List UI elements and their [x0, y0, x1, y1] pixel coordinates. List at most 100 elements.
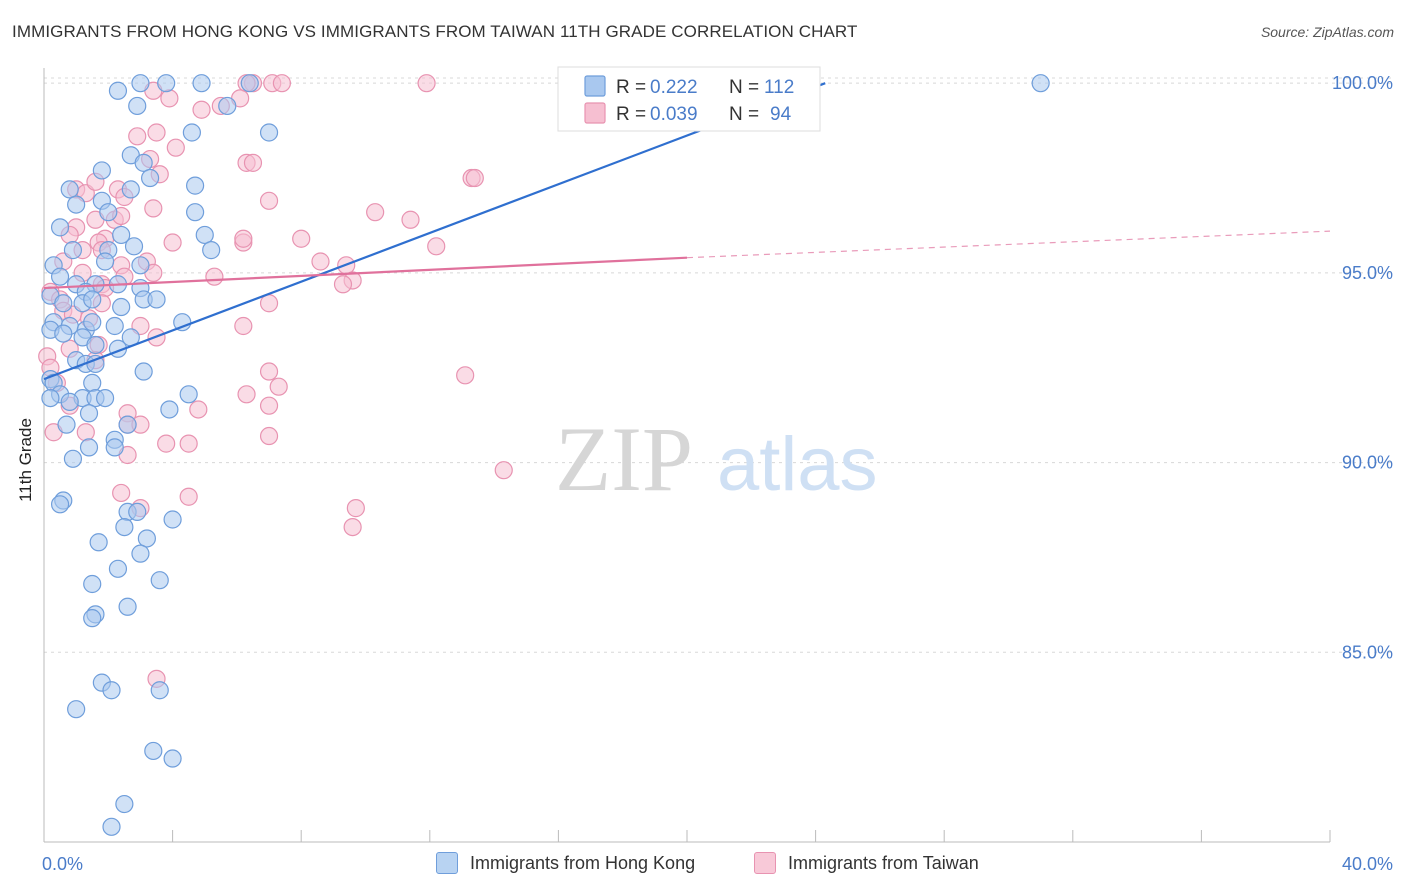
data-point-taiwan [343, 517, 362, 537]
data-point-hongkong [115, 794, 134, 814]
data-point-hongkong [195, 225, 214, 245]
data-point-taiwan [494, 461, 513, 480]
data-point-hongkong [202, 241, 221, 260]
data-point-taiwan [259, 396, 279, 415]
x-tick-label: 40.0% [1342, 854, 1393, 874]
stats-r-value: 0.222 [650, 77, 698, 98]
data-point-taiwan [237, 385, 256, 404]
axes [43, 68, 1331, 843]
data-point-taiwan [333, 275, 353, 294]
data-point-taiwan [179, 434, 198, 453]
data-point-hongkong [83, 574, 102, 594]
data-point-hongkong [60, 180, 79, 199]
data-point-hongkong [95, 388, 115, 408]
stats-n-label: N = [729, 77, 759, 98]
chart-title: IMMIGRANTS FROM HONG KONG VS IMMIGRANTS … [12, 22, 858, 41]
data-point-hongkong [79, 438, 99, 457]
stats-swatch-hongkong [584, 75, 606, 97]
stats-n-value: 94 [770, 104, 792, 125]
data-point-hongkong [131, 74, 150, 93]
stats-r-value: 0.039 [650, 104, 698, 125]
data-point-hongkong [259, 123, 279, 142]
data-point-hongkong [121, 180, 140, 199]
data-point-hongkong [67, 700, 86, 719]
data-point-hongkong [186, 203, 205, 222]
bottom-legend: Immigrants from Hong Kong Immigrants fro… [0, 852, 1406, 878]
y-tick-label: 85.0% [1342, 642, 1393, 662]
data-point-hongkong [102, 817, 121, 836]
stats-swatch-taiwan [584, 102, 606, 124]
y-tick-label: 100.0% [1332, 73, 1393, 93]
trend-line-hongkong [43, 82, 826, 381]
data-point-taiwan [112, 483, 131, 503]
data-point-hongkong [57, 415, 76, 434]
data-point-hongkong [50, 267, 70, 286]
stats-legend: R = 0.222 N = 112 R = 0.039 N = 94 [557, 66, 821, 132]
data-point-hongkong [83, 373, 102, 393]
legend-swatch-hongkong [436, 852, 458, 874]
data-point-hongkong [112, 297, 131, 317]
data-point-taiwan [179, 487, 198, 506]
data-point-hongkong [83, 290, 102, 309]
data-point-hongkong [134, 153, 153, 172]
data-point-taiwan [427, 237, 446, 256]
tick-labels: 100.0% 95.0% 90.0% 85.0% 0.0% 40.0% [42, 73, 1393, 874]
data-point-taiwan [76, 423, 95, 442]
data-point-hongkong [240, 74, 259, 93]
data-point-taiwan [311, 252, 330, 271]
data-point-taiwan [234, 229, 253, 248]
stats-n-label: N = [729, 104, 759, 125]
legend-item-hongkong[interactable]: Immigrants from Hong Kong [436, 852, 695, 874]
y-tick-label: 90.0% [1342, 453, 1393, 473]
data-point-taiwan [243, 153, 263, 172]
data-point-hongkong [54, 324, 73, 343]
data-point-hongkong [105, 438, 124, 457]
data-point-hongkong [95, 252, 115, 271]
data-point-hongkong [92, 161, 111, 180]
data-point-hongkong [83, 609, 102, 628]
data-point-taiwan [259, 426, 279, 446]
trend-lines [43, 82, 1331, 381]
watermark-zip: ZIP [555, 408, 693, 510]
data-point-hongkong [160, 400, 179, 419]
stats-n-value: 112 [764, 77, 794, 98]
data-point-hongkong [128, 502, 147, 522]
data-point-hongkong [115, 517, 134, 537]
data-point-hongkong [83, 313, 102, 332]
legend-item-taiwan[interactable]: Immigrants from Taiwan [754, 852, 979, 874]
data-point-taiwan [144, 199, 163, 218]
data-point-hongkong [182, 123, 201, 142]
data-point-taiwan [147, 123, 166, 142]
data-point-hongkong [63, 449, 83, 468]
data-point-hongkong [50, 495, 70, 514]
data-point-hongkong [192, 74, 211, 93]
data-point-hongkong [102, 681, 121, 700]
data-point-taiwan [157, 434, 176, 453]
data-point-hongkong [140, 168, 160, 188]
data-point-hongkong [79, 404, 99, 423]
data-point-hongkong [131, 256, 150, 275]
legend-swatch-taiwan [754, 852, 776, 874]
data-point-taiwan [234, 316, 253, 336]
data-point-hongkong [50, 218, 70, 237]
data-point-hongkong [41, 388, 60, 408]
data-point-hongkong [67, 195, 86, 214]
data-point-taiwan [128, 127, 147, 146]
data-point-taiwan [189, 400, 208, 419]
data-point-hongkong [186, 176, 205, 195]
trend-line-taiwan [43, 256, 688, 290]
data-point-hongkong [179, 385, 198, 404]
data-point-hongkong [163, 749, 182, 768]
stats-r-label: R = [616, 77, 646, 98]
data-point-taiwan [166, 138, 185, 157]
data-point-hongkong [108, 559, 128, 578]
data-point-hongkong [99, 203, 118, 222]
trend-extension-taiwan [686, 230, 1331, 259]
data-point-hongkong [157, 74, 176, 93]
data-point-taiwan [160, 89, 179, 108]
data-point-hongkong [105, 316, 124, 336]
watermark-atlas: atlas [717, 422, 878, 507]
data-point-hongkong [1031, 74, 1050, 93]
data-point-taiwan [292, 229, 311, 248]
